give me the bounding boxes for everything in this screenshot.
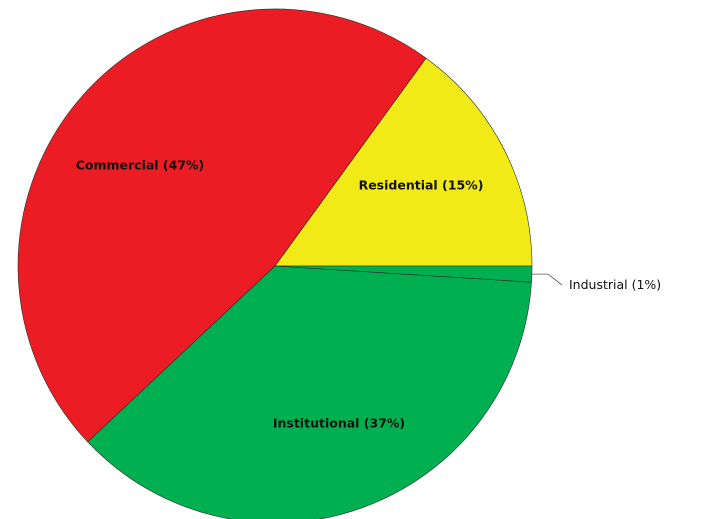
pie-slice-commercial [17,8,427,443]
slice-label-institutional: Institutional (37%) [273,416,405,431]
pie-slice-residential [274,57,533,267]
pie-slice-institutional [87,265,532,519]
leader-line-industrial [531,273,563,286]
pie-slice-industrial [274,265,533,283]
pie-labels: Residential (15%) Commercial (47%) Institu… [76,158,661,431]
pie-slices [17,8,533,519]
slice-label-industrial: Industrial (1%) [569,277,661,292]
slice-label-commercial: Commercial (47%) [76,158,205,173]
slice-label-residential: Residential (15%) [359,178,484,193]
